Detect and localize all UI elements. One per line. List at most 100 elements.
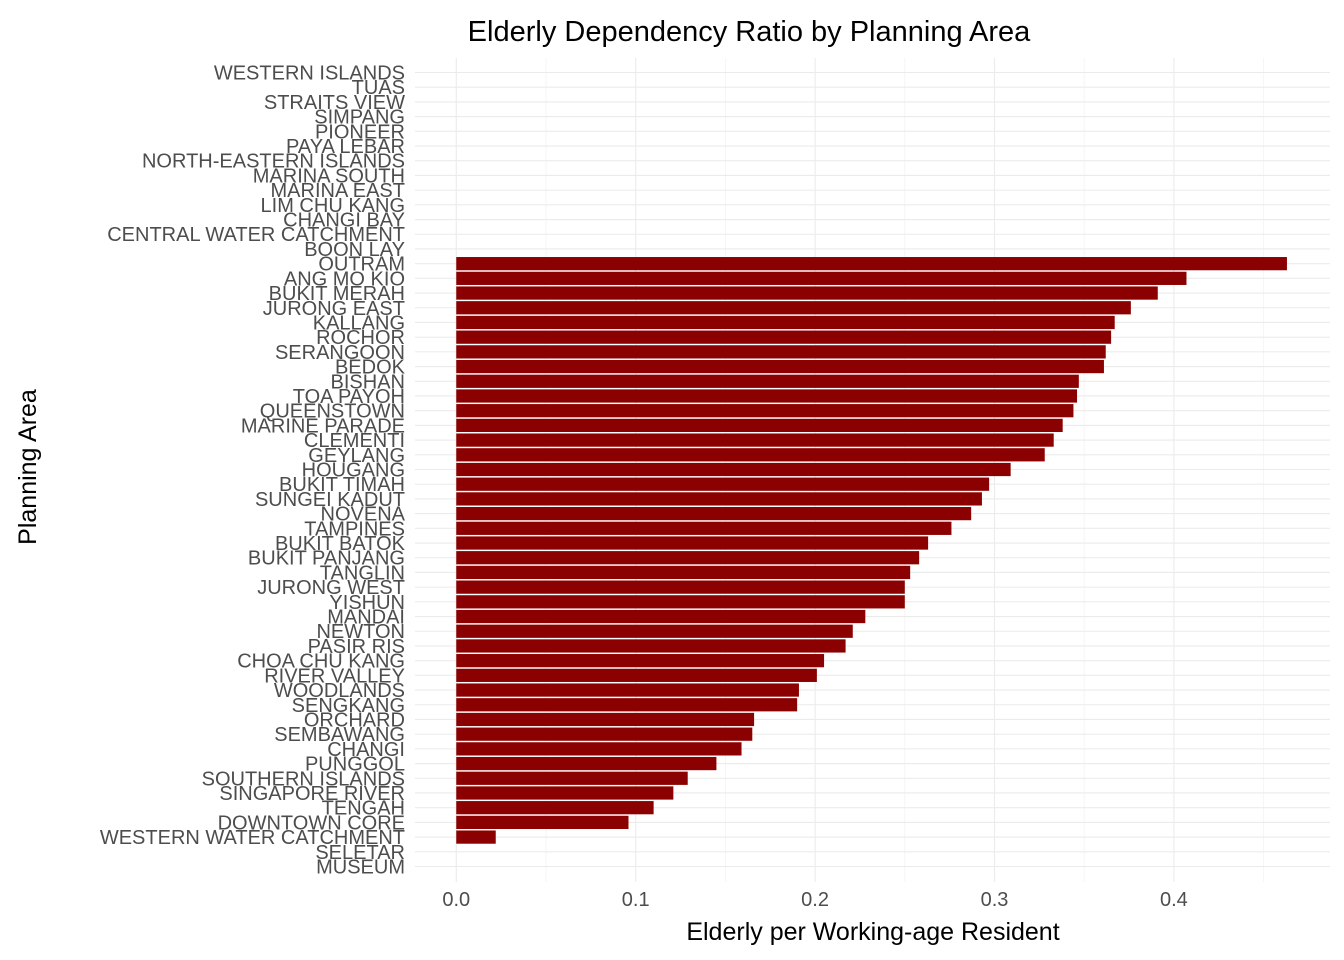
bar <box>456 389 1078 403</box>
bar <box>456 492 982 506</box>
bar <box>456 786 674 800</box>
x-tick-label: 0.3 <box>981 889 1009 911</box>
y-tick-label: OUTRAM <box>318 254 405 276</box>
y-tick-label: QUEENSTOWN <box>260 401 405 423</box>
x-tick-label: 0.0 <box>442 889 470 911</box>
y-tick-label: SIMPANG <box>314 107 405 129</box>
y-tick-label: NEWTON <box>316 621 405 643</box>
y-tick-label: ROCHOR <box>316 327 405 349</box>
bar <box>456 477 990 491</box>
chart-title: Elderly Dependency Ratio by Planning Are… <box>468 16 1031 48</box>
bar <box>456 756 717 771</box>
bar <box>456 551 920 565</box>
y-tick-label: NORTH-EASTERN ISLANDS <box>142 151 405 173</box>
bar <box>456 448 1045 462</box>
y-tick-label: SOUTHERN ISLANDS <box>202 768 405 790</box>
x-axis-title: Elderly per Working-age Resident <box>686 918 1059 946</box>
y-tick-label: PAYA LEBAR <box>286 136 405 158</box>
bar <box>456 330 1112 344</box>
bar <box>456 359 1104 374</box>
y-tick-label: YISHUN <box>329 592 405 614</box>
bar <box>456 315 1115 330</box>
y-tick-label: KALLANG <box>313 312 405 334</box>
y-tick-label: NOVENA <box>321 504 406 526</box>
y-tick-label: TAMPINES <box>304 518 405 540</box>
y-tick-label: BISHAN <box>331 371 405 393</box>
y-tick-label: TANGLIN <box>320 562 405 584</box>
y-tick-label: CHOA CHU KANG <box>237 651 405 673</box>
bar <box>456 654 825 668</box>
bar <box>456 301 1131 315</box>
y-tick-label: TUAS <box>352 77 405 99</box>
bar <box>456 404 1074 418</box>
bar <box>456 521 952 535</box>
y-tick-label: WESTERN WATER CATCHMENT <box>100 827 405 849</box>
bar <box>456 345 1106 359</box>
y-tick-label: WESTERN ISLANDS <box>214 63 405 85</box>
y-tick-label: BOON LAY <box>304 239 405 261</box>
y-tick-label: BUKIT PANJANG <box>248 548 405 570</box>
y-tick-label: GEYLANG <box>308 445 405 467</box>
y-tick-label: BUKIT BATOK <box>275 533 406 555</box>
y-tick-label: WOODLANDS <box>274 680 405 702</box>
bar <box>456 742 742 756</box>
y-tick-label: RIVER VALLEY <box>264 665 405 687</box>
y-tick-label: TENGAH <box>322 798 405 820</box>
y-tick-label: SENGKANG <box>292 695 405 717</box>
y-tick-label: BEDOK <box>335 357 406 379</box>
y-tick-label: PASIR RIS <box>308 636 405 658</box>
y-tick-label: MARINA SOUTH <box>253 165 405 187</box>
x-tick-label: 0.1 <box>622 889 650 911</box>
y-tick-label: MANDAI <box>327 607 405 629</box>
bar <box>456 815 629 830</box>
x-tick-labels: 0.0 0.1 0.2 0.3 0.4 <box>442 889 1187 911</box>
x-tick-label: 0.2 <box>801 889 829 911</box>
bar <box>456 801 654 815</box>
bar <box>456 668 817 682</box>
y-tick-label: JURONG WEST <box>257 577 405 599</box>
bar <box>456 257 1287 271</box>
y-tick-label: CHANGI <box>327 739 405 761</box>
bar <box>456 565 911 580</box>
bar <box>456 639 846 653</box>
y-tick-label: ANG MO KIO <box>284 268 405 290</box>
y-tick-label: SEMBAWANG <box>274 724 405 746</box>
y-tick-label: BUKIT TIMAH <box>279 474 405 496</box>
y-tick-label: CHANGI BAY <box>283 210 405 232</box>
y-tick-label: SINGAPORE RIVER <box>219 783 405 805</box>
bar-layer <box>456 257 1287 844</box>
bar <box>456 462 1011 477</box>
y-tick-label: STRAITS VIEW <box>264 92 405 114</box>
y-tick-label: CLEMENTI <box>304 430 405 452</box>
bar <box>456 771 688 785</box>
y-tick-label: PUNGGOL <box>305 754 405 776</box>
bar <box>456 286 1158 300</box>
y-tick-label: SERANGOON <box>275 342 405 364</box>
bar <box>456 624 853 638</box>
bar <box>456 830 496 844</box>
y-tick-label: HOUGANG <box>302 460 405 482</box>
x-tick-label: 0.4 <box>1160 889 1188 911</box>
bar <box>456 727 753 741</box>
bar <box>456 433 1054 447</box>
y-tick-label: ORCHARD <box>304 709 405 731</box>
y-tick-label: CENTRAL WATER CATCHMENT <box>107 224 405 246</box>
bar <box>456 506 972 521</box>
bar <box>456 536 929 550</box>
y-tick-label: BUKIT MERAH <box>269 283 405 305</box>
bar <box>456 595 905 609</box>
bar <box>456 683 799 697</box>
bar <box>456 580 905 594</box>
bar <box>456 271 1187 285</box>
y-tick-label: LIM CHU KANG <box>261 195 405 217</box>
y-tick-label: MUSEUM <box>316 857 405 879</box>
y-tick-label: TOA PAYOH <box>293 386 405 408</box>
y-tick-label: MARINE PARADE <box>241 415 405 437</box>
y-tick-label: JURONG EAST <box>263 298 405 320</box>
bar <box>456 374 1079 388</box>
y-tick-label: PIONEER <box>315 121 405 143</box>
y-tick-label: SUNGEI KADUT <box>255 489 405 511</box>
